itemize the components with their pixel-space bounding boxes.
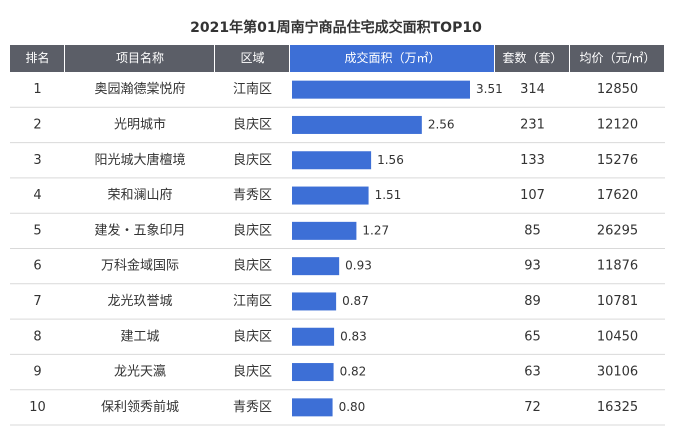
cell-name: 龙光玖誉城 [107, 293, 172, 309]
cell-name: 奥园瀚德棠悦府 [94, 82, 185, 97]
header-cell [495, 45, 569, 72]
cell-rank: 2 [33, 117, 41, 132]
area-label: 0.80 [339, 400, 366, 414]
cell-units: 89 [524, 294, 541, 309]
cell-price: 12120 [597, 117, 638, 132]
area-label: 2.56 [428, 117, 455, 131]
area-label: 0.87 [342, 294, 369, 308]
cell-district: 青秀区 [233, 188, 272, 203]
cell-units: 231 [520, 117, 545, 132]
area-bar [292, 186, 369, 205]
area-bar [292, 221, 357, 240]
cell-name: 光明城市 [114, 116, 166, 132]
cell-rank: 4 [33, 188, 41, 203]
cell-name: 阳光城大唐檀境 [94, 152, 185, 168]
cell-price: 15276 [597, 153, 638, 168]
cell-district: 良庆区 [233, 222, 272, 238]
cell-units: 65 [524, 329, 541, 344]
cell-rank: 8 [33, 329, 41, 344]
header-label: 成交面积（万㎡） [344, 50, 440, 65]
header-label: 均价（元/㎡） [579, 51, 655, 65]
cell-price: 26295 [597, 223, 638, 238]
area-label: 0.83 [340, 329, 367, 343]
cell-district: 江南区 [233, 81, 272, 97]
cell-price: 11876 [597, 259, 638, 274]
cell-district: 良庆区 [233, 258, 272, 274]
header-cell [65, 45, 214, 72]
title: 2021年第01周南宁商品住宅成交面积TOP10 [190, 19, 482, 36]
cell-district: 青秀区 [233, 400, 272, 415]
header-cell [10, 45, 64, 72]
cell-rank: 1 [33, 82, 41, 97]
cell-price: 10450 [597, 329, 638, 344]
cell-district: 良庆区 [233, 328, 272, 344]
cell-name: 建工城 [120, 329, 159, 344]
header-label: 区域 [240, 51, 264, 65]
area-bar [292, 292, 337, 311]
cell-units: 107 [520, 188, 545, 203]
area-label: 1.51 [375, 188, 402, 202]
cell-rank: 5 [33, 223, 41, 238]
area-bar [292, 398, 333, 417]
cell-price: 10781 [597, 294, 638, 309]
area-bar [292, 80, 470, 99]
header-cell [215, 45, 289, 72]
cell-district: 良庆区 [233, 116, 272, 132]
cell-units: 85 [524, 223, 541, 238]
area-label: 1.27 [362, 223, 389, 237]
area-bar [292, 363, 334, 382]
area-label: 3.51 [476, 82, 503, 96]
cell-rank: 6 [33, 259, 41, 274]
header-label: 排名 [25, 50, 49, 65]
header-label: 套数（套） [502, 50, 562, 65]
cell-price: 12850 [597, 82, 638, 97]
cell-price: 17620 [597, 188, 638, 203]
area-label: 0.82 [340, 365, 367, 379]
area-bar [292, 115, 422, 134]
cell-rank: 7 [33, 294, 41, 309]
cell-units: 72 [524, 400, 541, 415]
header-cell [570, 45, 664, 72]
area-label: 0.93 [345, 259, 372, 273]
area-bar [292, 151, 372, 170]
cell-price: 16325 [597, 400, 638, 415]
cell-district: 江南区 [233, 293, 272, 309]
header-cell [290, 45, 494, 72]
cell-price: 30106 [597, 365, 638, 380]
cell-name: 万科金域国际 [101, 258, 179, 274]
cell-name: 荣和澜山府 [107, 188, 172, 203]
header-label: 项目名称 [116, 50, 164, 65]
cell-district: 良庆区 [233, 152, 272, 168]
cell-name: 保利领秀前城 [101, 399, 179, 415]
area-label: 1.56 [377, 153, 404, 167]
cell-units: 133 [520, 153, 545, 168]
cell-name: 龙光天瀛 [114, 364, 166, 380]
cell-units: 63 [524, 365, 541, 380]
area-bar [292, 327, 335, 346]
cell-rank: 10 [29, 400, 46, 415]
cell-units: 314 [520, 82, 545, 97]
cell-name: 建发・五象印月 [94, 222, 185, 238]
cell-units: 93 [524, 259, 541, 274]
area-bar [292, 257, 340, 276]
cell-district: 良庆区 [233, 364, 272, 380]
cell-rank: 9 [33, 365, 41, 380]
cell-rank: 3 [33, 153, 41, 168]
